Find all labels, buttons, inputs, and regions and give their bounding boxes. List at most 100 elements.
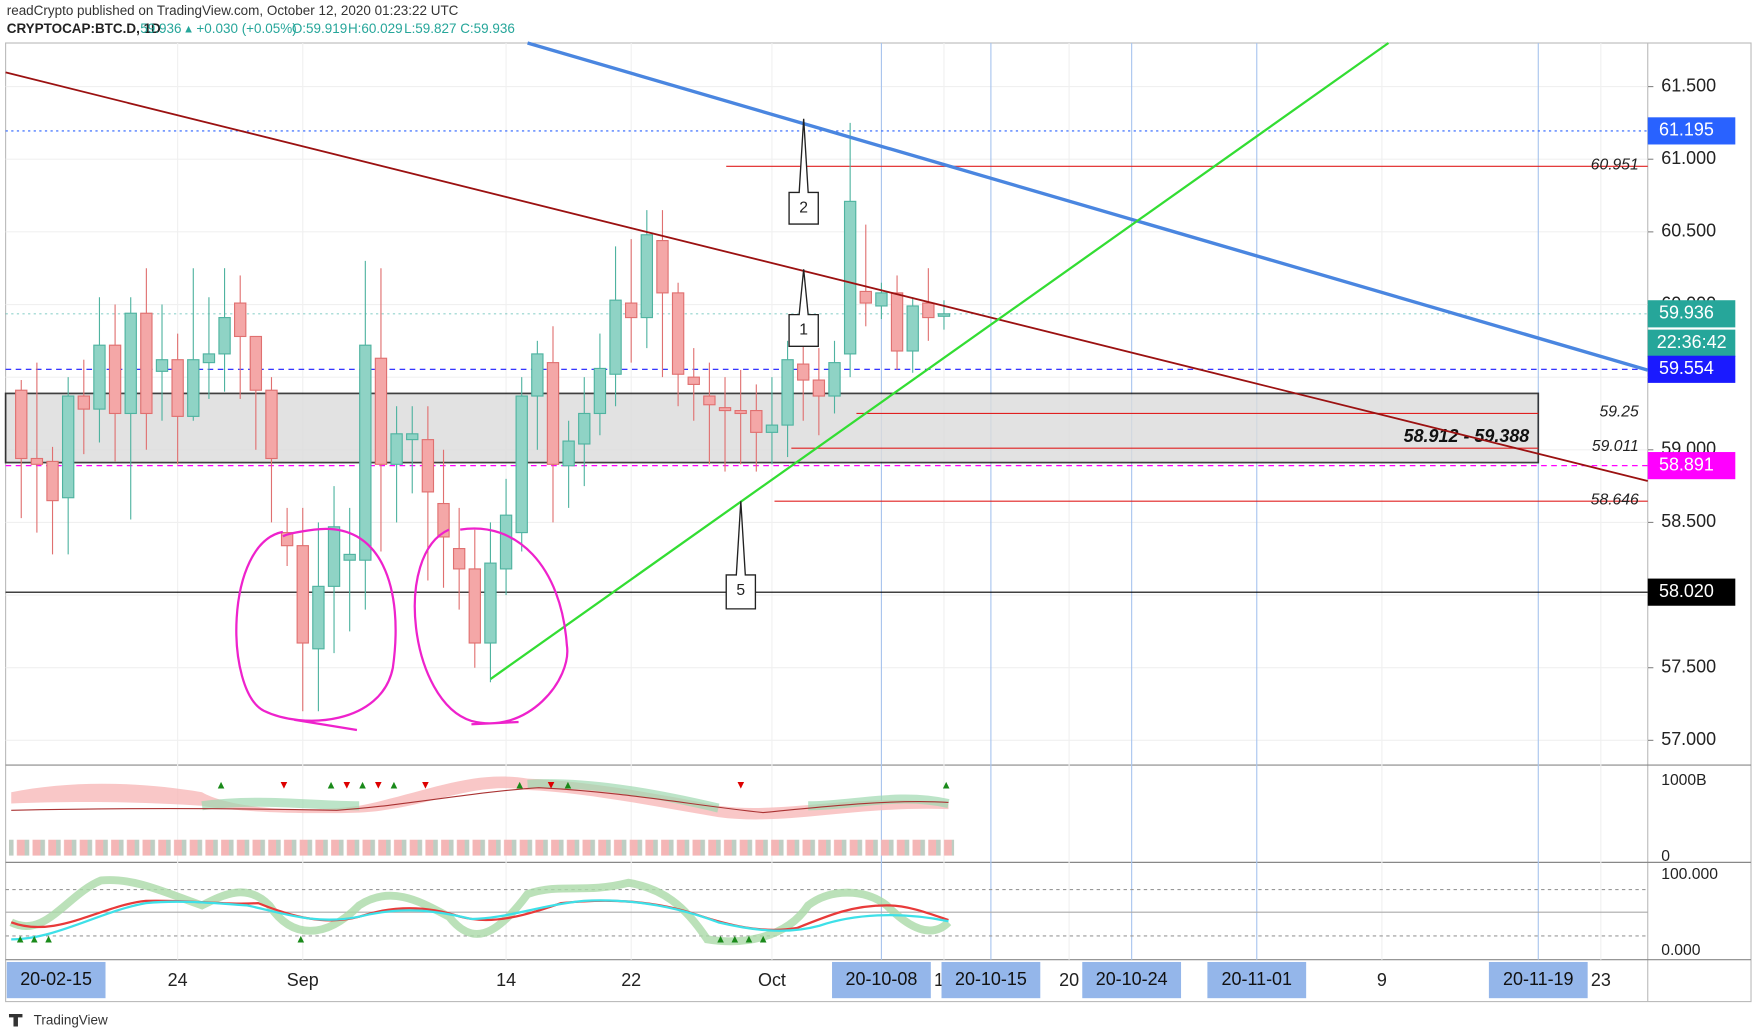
countdown: 22:36:42 <box>1657 332 1727 352</box>
x-tick-label: 23 <box>1591 970 1611 990</box>
date-tag <box>1082 961 1182 999</box>
signal: ▲ <box>357 779 368 791</box>
candle-body <box>734 409 747 415</box>
candle-body <box>703 395 716 406</box>
signal: ▲ <box>562 779 573 791</box>
callout-label: 1 <box>799 322 808 339</box>
symbol: CRYPTOCAP:BTC.D, 1D <box>7 21 161 36</box>
candle-body <box>750 409 763 433</box>
trend-line <box>5 71 1648 482</box>
candle-body <box>421 439 435 493</box>
date-tag-label: 20-10-15 <box>955 969 1027 989</box>
signals: ▲ ▼ ▲ ▼ ▲ ▼ ▲ ▼ ▲ ▼ ▲ ▼ ▲ <box>216 779 952 791</box>
level-label: 59.25 <box>1599 403 1639 420</box>
candle-body <box>61 395 75 499</box>
volume-axis-label: 1000B <box>1661 772 1706 789</box>
candle-body <box>296 545 309 644</box>
close: C:59.936 <box>460 21 515 36</box>
stoch-signal <box>11 899 949 941</box>
candle-body <box>812 379 826 397</box>
callout-shape <box>725 501 757 610</box>
candle-body <box>140 312 153 415</box>
signal: ▲ <box>295 933 306 945</box>
price-tag-label: 59.554 <box>1659 358 1714 378</box>
high: H:60.029 <box>348 21 403 36</box>
x-tick-label: 24 <box>168 970 188 990</box>
signal: ▲ <box>326 779 337 791</box>
date-tag-label: 20-10-08 <box>846 969 918 989</box>
volume-pane: ▲ ▼ ▲ ▼ ▲ ▼ ▲ ▼ ▲ ▼ ▲ ▼ ▲ 1000B 0 <box>8 772 1707 865</box>
price-tag <box>1647 578 1736 606</box>
countdown-tag <box>1647 329 1736 357</box>
signal: ▼ <box>546 779 557 791</box>
price-tag <box>1647 355 1736 383</box>
oscillator-pane: ▲ ▲ ▲ ▲ ▲ ▲ ▲ ▲ 100.000 0.000 <box>5 866 1718 959</box>
price-tag <box>1647 452 1736 480</box>
candle-body <box>593 367 607 415</box>
date-tag <box>6 961 106 999</box>
candle-body <box>390 433 403 465</box>
candle-body <box>906 305 919 352</box>
candle-body <box>343 553 356 561</box>
candle-body <box>687 376 700 385</box>
trend-line <box>527 41 1649 372</box>
up-arrow: ▲ <box>183 23 194 35</box>
price-tag-label: 58.020 <box>1659 581 1714 601</box>
candle-body <box>15 389 28 460</box>
x-tick-label: 22 <box>621 970 641 990</box>
x-tick-label: Sep <box>287 970 319 990</box>
candle-body <box>452 548 466 570</box>
candle-body <box>515 395 528 534</box>
candle-body <box>578 412 591 445</box>
candle-body <box>765 424 779 433</box>
y-tick-label: 57.500 <box>1661 656 1716 676</box>
signal: ▲ <box>388 779 399 791</box>
date-tag <box>832 961 931 999</box>
candle-body <box>327 526 341 587</box>
candle-body <box>671 292 685 375</box>
y-tick-label: 57.000 <box>1661 729 1716 749</box>
symbol-line: CRYPTOCAP:BTC.D, 1D 59.936 ▲ +0.030 (+0.… <box>7 21 515 36</box>
author-line: readCrypto published on TradingView.com,… <box>7 3 459 18</box>
candle-body <box>234 302 247 338</box>
footer-logo: TradingView <box>34 1012 108 1027</box>
osc-axis-label: 0.000 <box>1661 942 1701 959</box>
cloud <box>201 779 950 813</box>
signal: ▼ <box>373 779 384 791</box>
candle-layer <box>15 122 951 712</box>
cloud-line <box>11 787 949 814</box>
candle-body <box>249 335 263 391</box>
x-tick-label: 14 <box>496 970 516 990</box>
candle-body <box>531 353 544 397</box>
level-label: 60.951 <box>1591 156 1639 173</box>
price-tag <box>1647 300 1736 328</box>
candle-body <box>437 502 450 538</box>
callout-label: 2 <box>799 199 808 216</box>
trend-line <box>489 42 1390 680</box>
date-tag-label: 20-10-24 <box>1096 969 1168 989</box>
price-tag-label: 61.195 <box>1659 120 1714 140</box>
price-tag-label: 59.936 <box>1659 303 1714 323</box>
candle-body <box>609 299 622 375</box>
candle-body <box>828 362 841 397</box>
signal: ▲ <box>514 779 525 791</box>
candle-body <box>155 359 169 372</box>
candle-body <box>546 362 560 465</box>
open: O:59.919 <box>292 21 347 36</box>
candle-body <box>499 514 513 570</box>
candle-body <box>718 407 732 412</box>
callout-shape <box>788 269 819 347</box>
drawings <box>5 41 1649 732</box>
candle-body <box>468 568 481 644</box>
y-tick-label: 58.500 <box>1661 511 1716 531</box>
candle-body <box>624 302 638 319</box>
circle-drawing <box>235 527 397 732</box>
signal: ▼ <box>420 779 431 791</box>
candle-body <box>124 312 137 415</box>
y-tick-label: 60.500 <box>1661 221 1716 241</box>
candle-body <box>922 302 935 319</box>
candle-body <box>374 357 388 465</box>
date-tag-label: 20-02-15 <box>20 969 92 989</box>
